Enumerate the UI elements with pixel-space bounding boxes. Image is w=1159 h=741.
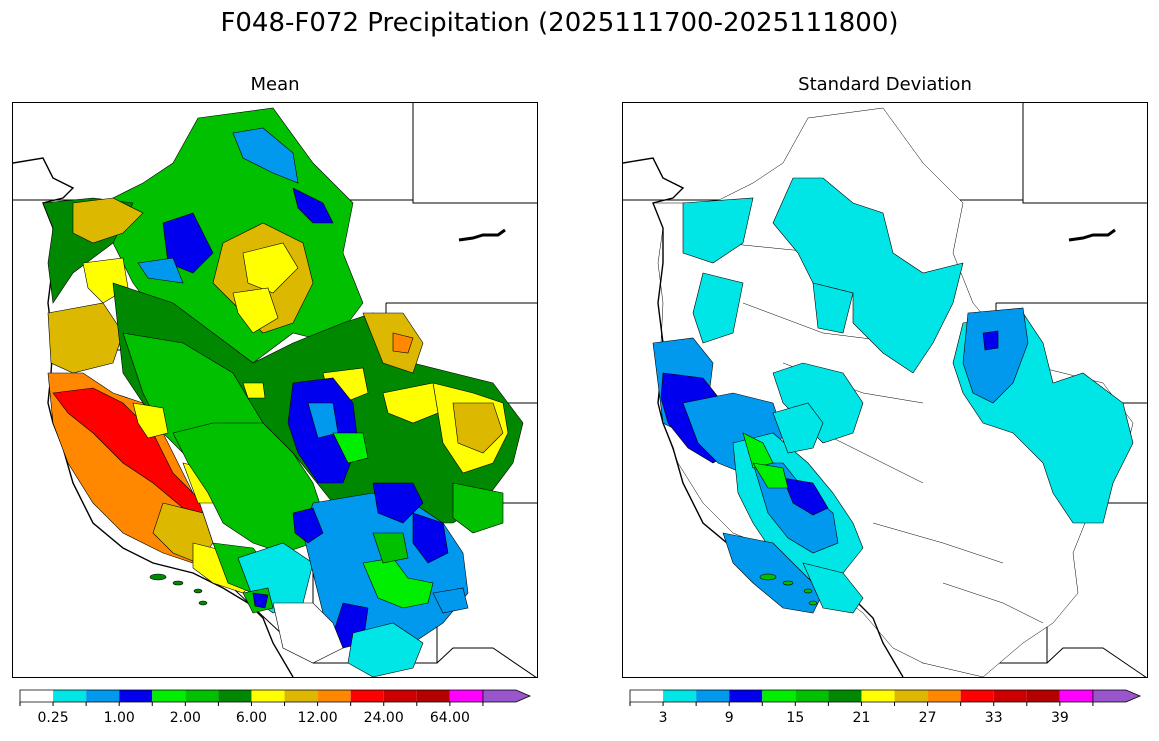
std-colorbar-segment [762, 690, 796, 702]
mean-map [12, 102, 538, 678]
std-colorbar-scale [629, 689, 1142, 706]
mean-map-canvas [13, 103, 537, 677]
mean-colorbar-extend-arrow [482, 689, 532, 703]
mean-colorbar-tick-label: 0.25 [37, 710, 69, 726]
std-colorbar-segment [1026, 690, 1060, 702]
std-colorbar-tick-label: 27 [918, 710, 937, 726]
mean-colorbar [19, 689, 532, 706]
mean-colorbar-segment [20, 690, 54, 702]
std-colorbar-labels: 3 9 15 21 27 33 39 [630, 710, 1140, 730]
mean-colorbar-segment [53, 690, 87, 702]
mean-panel-title: Mean [250, 74, 300, 95]
mean-colorbar-tick-label: 6.00 [235, 710, 268, 726]
mean-colorbar-tick-label: 1.00 [103, 710, 135, 726]
mean-colorbar-tick-label: 12.00 [297, 710, 338, 726]
mean-colorbar-scale [19, 689, 532, 706]
mean-colorbar-tick-label: 64.00 [429, 710, 470, 726]
std-colorbar-segment [861, 690, 895, 702]
std-colorbar-segment [993, 690, 1027, 702]
islands [149, 573, 208, 606]
std-colorbar-segment [795, 690, 829, 702]
islands [759, 573, 818, 606]
mean-colorbar-tick-label: 24.00 [363, 710, 404, 726]
mean-precip-field [42, 107, 524, 677]
lake [1068, 228, 1116, 242]
std-colorbar-segment [894, 690, 928, 702]
std-colorbar-tick-label: 21 [852, 710, 871, 726]
std-colorbar-tick-label: 15 [786, 710, 805, 726]
std-colorbar-segment [630, 690, 664, 702]
mean-colorbar-segment [383, 690, 417, 702]
std-panel-title: Standard Deviation [798, 74, 972, 95]
mean-colorbar-segment [218, 690, 252, 702]
mean-colorbar-segment [86, 690, 120, 702]
std-colorbar-segment [663, 690, 697, 702]
std-map [622, 102, 1148, 678]
mean-colorbar-labels: 0.25 1.00 2.00 6.00 12.00 24.00 64.00 [20, 710, 530, 730]
std-colorbar [629, 689, 1142, 706]
std-colorbar-tick-label: 3 [658, 710, 668, 726]
mean-colorbar-segment [152, 690, 186, 702]
std-colorbar-tick-label: 33 [984, 710, 1003, 726]
mean-colorbar-segment [416, 690, 450, 702]
std-colorbar-segment [1059, 690, 1093, 702]
figure-title: F048-F072 Precipitation (2025111700-2025… [220, 8, 899, 38]
mean-colorbar-segment [119, 690, 153, 702]
coastline [13, 157, 294, 677]
mean-colorbar-segment [251, 690, 285, 702]
mean-colorbar-segment [317, 690, 351, 702]
std-precip-field [652, 177, 1134, 614]
std-colorbar-segment [828, 690, 862, 702]
std-colorbar-segment [696, 690, 730, 702]
std-map-canvas [623, 103, 1147, 677]
std-colorbar-segment [960, 690, 994, 702]
lake [458, 228, 506, 242]
mean-colorbar-segment [350, 690, 384, 702]
mean-colorbar-segment [185, 690, 219, 702]
std-colorbar-extend-arrow [1092, 689, 1142, 703]
std-colorbar-tick-label: 9 [724, 710, 734, 726]
mean-colorbar-segment [449, 690, 483, 702]
mean-colorbar-segment [284, 690, 318, 702]
std-colorbar-segment [927, 690, 961, 702]
std-colorbar-segment [729, 690, 763, 702]
mean-colorbar-tick-label: 2.00 [169, 710, 201, 726]
std-colorbar-tick-label: 39 [1050, 710, 1069, 726]
